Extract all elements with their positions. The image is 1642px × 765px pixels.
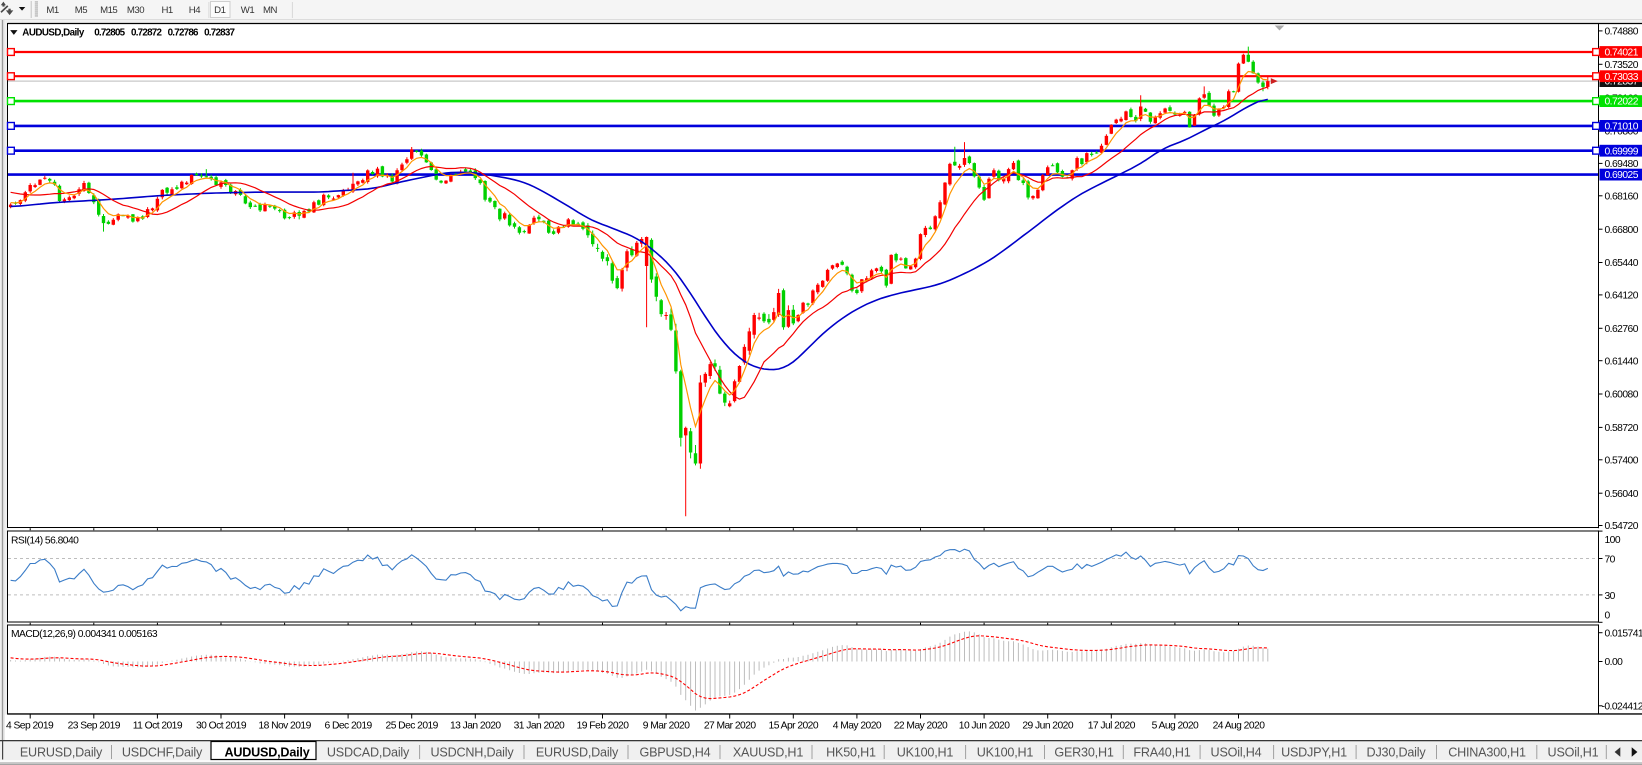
svg-text:0.57400: 0.57400	[1605, 455, 1639, 466]
svg-text:6 Dec 2019: 6 Dec 2019	[325, 721, 373, 732]
svg-text:H4: H4	[189, 5, 201, 16]
svg-text:D1: D1	[214, 5, 225, 16]
svg-text:MN: MN	[263, 5, 277, 16]
svg-text:11 Oct 2019: 11 Oct 2019	[133, 721, 183, 732]
svg-text:M5: M5	[75, 5, 87, 16]
svg-text:USDJPY,H1: USDJPY,H1	[1281, 746, 1347, 760]
svg-text:18 Nov 2019: 18 Nov 2019	[258, 721, 311, 732]
svg-text:31 Jan 2020: 31 Jan 2020	[514, 721, 565, 732]
svg-text:0.54720: 0.54720	[1605, 521, 1639, 532]
svg-text:HK50,H1: HK50,H1	[826, 746, 876, 760]
svg-text:0.66800: 0.66800	[1605, 225, 1639, 236]
svg-text:-0.024412: -0.024412	[1602, 701, 1642, 712]
svg-text:0.74880: 0.74880	[1605, 27, 1639, 38]
svg-text:UK100,H1: UK100,H1	[977, 746, 1034, 760]
svg-text:19 Feb 2020: 19 Feb 2020	[577, 721, 630, 732]
svg-text:FRA40,H1: FRA40,H1	[1133, 746, 1190, 760]
svg-text:M15: M15	[100, 5, 117, 16]
svg-text:GER30,H1: GER30,H1	[1054, 746, 1113, 760]
svg-text:0.015741: 0.015741	[1605, 628, 1642, 639]
svg-text:UK100,H1: UK100,H1	[897, 746, 954, 760]
svg-text:M1: M1	[46, 5, 58, 16]
svg-text:M30: M30	[127, 5, 144, 16]
svg-text:27 Mar 2020: 27 Mar 2020	[704, 721, 757, 732]
svg-text:USOil,H1: USOil,H1	[1548, 746, 1599, 760]
svg-text:0.72022: 0.72022	[1605, 97, 1639, 108]
svg-text:0.72837: 0.72837	[204, 28, 235, 39]
svg-text:70: 70	[1605, 555, 1616, 566]
svg-text:AUDUSD,Daily: AUDUSD,Daily	[224, 746, 309, 760]
svg-text:17 Jul 2020: 17 Jul 2020	[1088, 721, 1136, 732]
svg-text:0: 0	[1605, 611, 1611, 622]
svg-text:AUDUSD,Daily: AUDUSD,Daily	[22, 28, 85, 39]
svg-text:CHINA300,H1: CHINA300,H1	[1448, 746, 1526, 760]
svg-text:0.56040: 0.56040	[1605, 489, 1639, 500]
svg-text:0.72805: 0.72805	[94, 28, 125, 39]
svg-text:25 Dec 2019: 25 Dec 2019	[386, 721, 439, 732]
svg-text:10 Jun 2020: 10 Jun 2020	[959, 721, 1010, 732]
svg-text:0.69025: 0.69025	[1605, 170, 1639, 181]
svg-text:EURUSD,Daily: EURUSD,Daily	[20, 746, 103, 760]
svg-text:0.73033: 0.73033	[1605, 72, 1639, 83]
svg-text:0.65440: 0.65440	[1605, 258, 1639, 269]
svg-text:0.62760: 0.62760	[1605, 324, 1639, 335]
svg-text:0.73520: 0.73520	[1605, 60, 1639, 71]
svg-text:RSI(14) 56.8040: RSI(14) 56.8040	[11, 536, 79, 547]
svg-text:0.64120: 0.64120	[1605, 291, 1639, 302]
svg-text:DJ30,Daily: DJ30,Daily	[1367, 746, 1427, 760]
svg-text:0.69480: 0.69480	[1605, 159, 1639, 170]
svg-text:29 Jun 2020: 29 Jun 2020	[1022, 721, 1073, 732]
svg-text:0.58720: 0.58720	[1605, 423, 1639, 434]
svg-text:USOil,H4: USOil,H4	[1211, 746, 1262, 760]
svg-text:4 May 2020: 4 May 2020	[833, 721, 882, 732]
svg-text:GBPUSD,H4: GBPUSD,H4	[640, 746, 711, 760]
svg-text:0.72786: 0.72786	[168, 28, 199, 39]
svg-text:0.72837: 0.72837	[1605, 77, 1639, 88]
svg-text:H1: H1	[161, 5, 172, 16]
svg-text:5 Aug 2020: 5 Aug 2020	[1152, 721, 1199, 732]
svg-text:4 Sep 2019: 4 Sep 2019	[6, 721, 54, 732]
svg-text:13 Jan 2020: 13 Jan 2020	[450, 721, 501, 732]
svg-text:MACD(12,26,9) 0.004341 0.00516: MACD(12,26,9) 0.004341 0.005163	[11, 629, 158, 640]
svg-text:USDCAD,Daily: USDCAD,Daily	[327, 746, 410, 760]
svg-text:0.00: 0.00	[1605, 657, 1624, 668]
svg-text:XAUUSD,H1: XAUUSD,H1	[733, 746, 803, 760]
svg-text:0.60080: 0.60080	[1605, 390, 1639, 401]
svg-text:0.72872: 0.72872	[131, 28, 162, 39]
svg-text:USDCHF,Daily: USDCHF,Daily	[122, 746, 203, 760]
svg-text:0.71010: 0.71010	[1605, 122, 1639, 133]
svg-text:0.69999: 0.69999	[1605, 146, 1639, 157]
svg-text:EURUSD,Daily: EURUSD,Daily	[536, 746, 619, 760]
svg-text:USDCNH,Daily: USDCNH,Daily	[431, 746, 515, 760]
svg-text:0.70800: 0.70800	[1605, 127, 1639, 138]
svg-text:22 May 2020: 22 May 2020	[894, 721, 948, 732]
svg-text:0.68160: 0.68160	[1605, 191, 1639, 202]
svg-text:0.74021: 0.74021	[1605, 48, 1639, 59]
svg-text:30: 30	[1605, 591, 1616, 602]
svg-text:30 Oct 2019: 30 Oct 2019	[196, 721, 247, 732]
svg-text:15 Apr 2020: 15 Apr 2020	[769, 721, 819, 732]
svg-text:9 Mar 2020: 9 Mar 2020	[643, 721, 690, 732]
svg-text:W1: W1	[241, 5, 255, 16]
svg-text:0.61440: 0.61440	[1605, 356, 1639, 367]
svg-text:23 Sep 2019: 23 Sep 2019	[68, 721, 121, 732]
svg-text:24 Aug 2020: 24 Aug 2020	[1213, 721, 1266, 732]
svg-text:100: 100	[1605, 535, 1621, 546]
